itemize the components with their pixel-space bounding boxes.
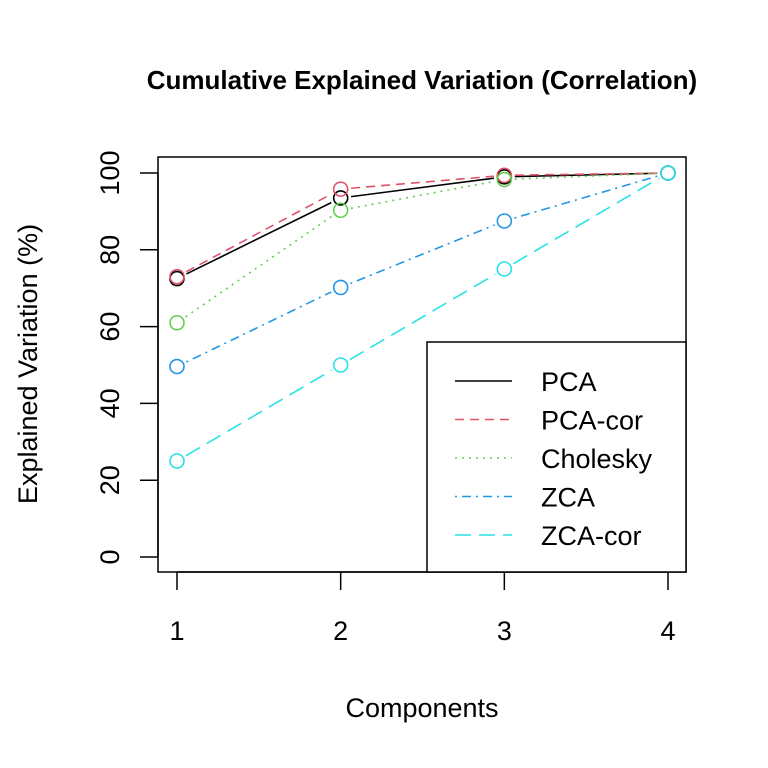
legend-label: PCA-cor (541, 406, 643, 436)
legend: PCA PCA-cor Cholesky ZCA ZCA-cor (426, 341, 687, 573)
series-zca-cor (169, 165, 676, 469)
data-point (660, 165, 676, 181)
y-tick-label: 20 (95, 465, 125, 495)
series-line (514, 175, 659, 219)
y-tick-label: 40 (95, 388, 125, 418)
data-point (496, 261, 513, 277)
y-axis: 0 20 40 60 80 100 (95, 150, 159, 565)
series-line (350, 180, 495, 210)
series-line (350, 177, 495, 198)
data-point (496, 213, 513, 229)
series-line (186, 291, 332, 363)
data-point (496, 167, 513, 184)
series-line (185, 369, 333, 457)
series-pca (169, 165, 676, 287)
series-line (186, 201, 332, 275)
y-axis-label: Explained Variation (%) (13, 224, 43, 504)
series-line (514, 172, 658, 180)
x-axis: 1 2 3 4 (169, 571, 676, 646)
x-tick-label: 3 (497, 616, 512, 646)
series-line (185, 193, 332, 273)
legend-label: Cholesky (541, 444, 653, 474)
x-tick-label: 4 (660, 616, 675, 646)
y-tick-label: 100 (95, 150, 125, 195)
data-point (332, 279, 349, 296)
series-pca-cor (169, 165, 676, 285)
legend-label: ZCA (541, 483, 595, 513)
series-line (351, 175, 494, 190)
data-point (169, 358, 185, 375)
series-cholesky (169, 165, 676, 331)
data-point (169, 314, 185, 331)
data-point (169, 453, 185, 469)
series-line (185, 215, 333, 318)
legend-label: ZCA-cor (541, 521, 642, 551)
series-layer (169, 165, 676, 469)
y-tick-label: 60 (95, 312, 125, 342)
y-tick-label: 0 (95, 549, 125, 564)
series-line (514, 172, 658, 176)
chart-title: Cumulative Explained Variation (Correlat… (147, 65, 697, 95)
series-line (512, 177, 660, 265)
x-tick-label: 1 (169, 616, 184, 646)
series-line (349, 273, 496, 361)
y-tick-label: 80 (95, 235, 125, 265)
x-axis-label: Components (345, 693, 498, 723)
data-point (332, 357, 349, 373)
data-point (332, 190, 349, 206)
data-point (332, 181, 349, 197)
data-point (169, 268, 185, 285)
data-point (496, 171, 513, 188)
data-point (332, 202, 349, 219)
x-tick-label: 2 (333, 616, 348, 646)
legend-label: PCA (541, 367, 597, 397)
series-line (350, 224, 495, 285)
